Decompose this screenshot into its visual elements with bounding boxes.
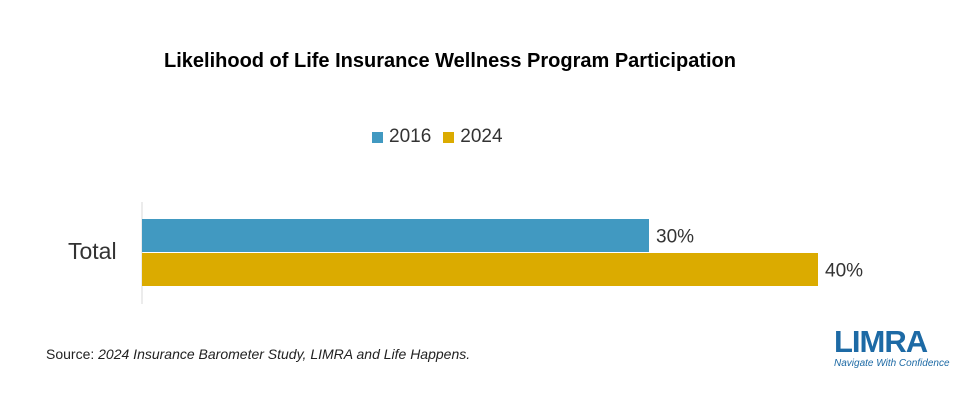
legend-label-2024: 2024 [460, 126, 503, 147]
legend-label-2016: 2016 [389, 126, 432, 147]
logo-tagline: Navigate With Confidence [834, 358, 950, 369]
chart-title: Likelihood of Life Insurance Wellness Pr… [164, 50, 736, 72]
legend-swatch-2024 [443, 131, 455, 143]
category-label-total: Total [68, 238, 117, 264]
source-prefix: Source: [46, 346, 99, 362]
source-note: Source: 2024 Insurance Barometer Study, … [46, 346, 470, 362]
data-label-2016: 30% [656, 227, 694, 248]
legend-item-2016: 2016 [372, 126, 431, 148]
bar-2024 [142, 253, 818, 286]
legend: 2016 2024 [372, 126, 503, 148]
bar-2016 [142, 219, 649, 252]
data-label-2024: 40% [825, 261, 863, 282]
limra-logo: LIMRA Navigate With Confidence [834, 324, 954, 370]
source-text: 2024 Insurance Barometer Study, LIMRA an… [98, 346, 471, 362]
legend-swatch-2016 [372, 131, 383, 143]
logo-wordmark: LIMRA [834, 324, 928, 359]
legend-item-2024: 2024 [443, 126, 503, 148]
